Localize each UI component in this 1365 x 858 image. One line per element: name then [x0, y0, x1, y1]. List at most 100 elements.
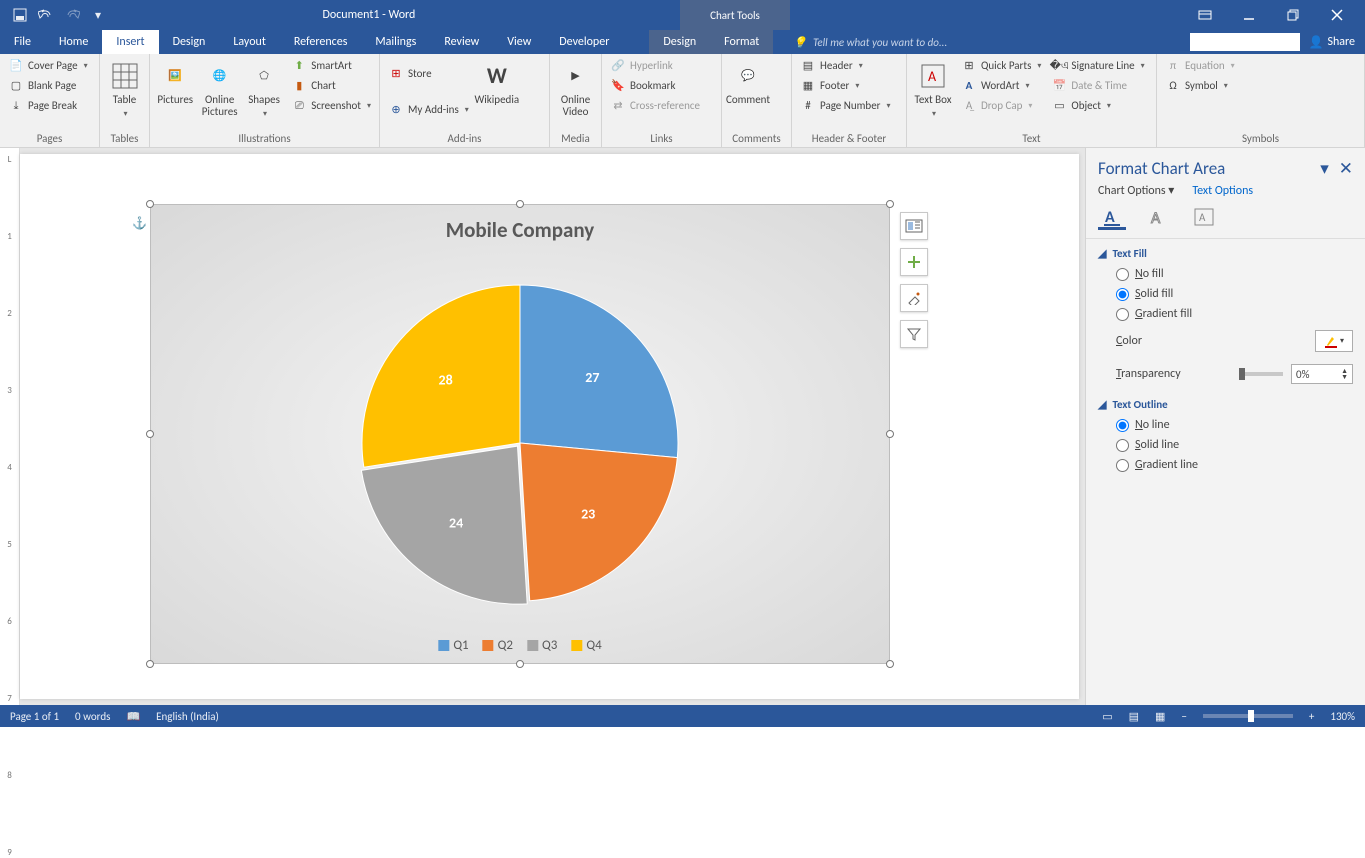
tab-chart-design[interactable]: Design	[649, 30, 710, 54]
symbol-button[interactable]: ΩSymbol	[1161, 76, 1239, 96]
radio-gradient-line[interactable]: Gradient line	[1086, 455, 1365, 475]
tab-chart-format[interactable]: Format	[710, 30, 773, 54]
chart-options-tab[interactable]: Chart Options ▾	[1098, 183, 1174, 198]
page-break-button[interactable]: ⤓Page Break	[4, 96, 92, 116]
tab-design[interactable]: Design	[159, 30, 220, 54]
status-language[interactable]: English (India)	[156, 710, 219, 723]
header-button[interactable]: ▤Header	[796, 56, 895, 76]
radio-gradient-fill[interactable]: Gradient fill	[1086, 304, 1365, 324]
resize-handle[interactable]	[516, 660, 524, 668]
resize-handle[interactable]	[886, 660, 894, 668]
store-button[interactable]: ⊞Store	[384, 64, 473, 84]
object-button[interactable]: ▭Object	[1047, 96, 1148, 116]
tab-references[interactable]: References	[280, 30, 362, 54]
radio-solid-line[interactable]: Solid line	[1086, 435, 1365, 455]
radio-solid-fill[interactable]: Solid fill	[1086, 284, 1365, 304]
resize-handle[interactable]	[886, 200, 894, 208]
qat-customize-icon[interactable]: ▾	[86, 3, 110, 27]
quick-parts-button[interactable]: ⊞Quick Parts	[957, 56, 1045, 76]
chart-elements-button[interactable]	[900, 248, 928, 276]
footer-button[interactable]: ▦Footer	[796, 76, 895, 96]
tab-view[interactable]: View	[493, 30, 545, 54]
tab-review[interactable]: Review	[430, 30, 493, 54]
pictures-button[interactable]: 🖼️Pictures	[154, 56, 196, 110]
signature-line-button[interactable]: �এSignature Line	[1047, 56, 1148, 76]
table-button[interactable]: Table	[104, 56, 145, 124]
chart-filters-button[interactable]	[900, 320, 928, 348]
text-box-button[interactable]: AText Box	[911, 56, 955, 124]
resize-handle[interactable]	[146, 200, 154, 208]
view-web-icon[interactable]: ▦	[1155, 710, 1165, 723]
document-area[interactable]: ⚓ Mobile Company 27232428 Q1Q2Q3Q4	[20, 154, 1079, 699]
page-number-button[interactable]: #Page Number	[796, 96, 895, 116]
zoom-in-button[interactable]: +	[1309, 710, 1314, 723]
cover-page-button[interactable]: 📄Cover Page	[4, 56, 92, 76]
minimize-icon[interactable]	[1229, 3, 1269, 27]
status-words[interactable]: 0 words	[75, 710, 110, 723]
resize-handle[interactable]	[516, 200, 524, 208]
resize-handle[interactable]	[146, 660, 154, 668]
resize-handle[interactable]	[146, 430, 154, 438]
screenshot-button[interactable]: ⎚Screenshot	[287, 96, 375, 116]
share-button[interactable]: 👤 Share	[1308, 35, 1355, 50]
undo-icon[interactable]	[34, 3, 58, 27]
tab-developer[interactable]: Developer	[545, 30, 623, 54]
shapes-button[interactable]: ⬠Shapes	[243, 56, 285, 124]
status-page[interactable]: Page 1 of 1	[10, 710, 59, 723]
radio-no-line[interactable]: No line	[1086, 415, 1365, 435]
bookmark-button[interactable]: 🔖Bookmark	[606, 76, 704, 96]
search-input[interactable]	[1190, 33, 1300, 51]
save-icon[interactable]	[8, 3, 32, 27]
wikipedia-button[interactable]: WWikipedia	[475, 56, 519, 110]
ribbon-options-icon[interactable]	[1185, 3, 1225, 27]
smartart-button[interactable]: ⬆SmartArt	[287, 56, 375, 76]
date-time-button[interactable]: 📅Date & Time	[1047, 76, 1148, 96]
my-addins-button[interactable]: ⊕My Add-ins	[384, 100, 473, 120]
blank-page-button[interactable]: ▢Blank Page	[4, 76, 92, 96]
chart-styles-button[interactable]	[900, 284, 928, 312]
tab-insert[interactable]: Insert	[102, 30, 158, 54]
comment-button[interactable]: 💬Comment	[726, 56, 770, 110]
status-spell-icon[interactable]: 📖	[126, 710, 140, 723]
tell-me-box[interactable]: 💡 Tell me what you want to do...	[793, 30, 1190, 54]
pane-dropdown-icon[interactable]: ▾	[1320, 158, 1329, 179]
transparency-slider[interactable]	[1239, 372, 1283, 376]
drop-cap-button[interactable]: A̲Drop Cap	[957, 96, 1045, 116]
redo-icon[interactable]	[60, 3, 84, 27]
transparency-spinner[interactable]: 0%▲▼	[1291, 364, 1353, 384]
online-video-button[interactable]: ▶Online Video	[554, 56, 597, 122]
section-text-fill[interactable]: ◢ Text Fill	[1086, 239, 1365, 264]
chart-area[interactable]: Mobile Company 27232428 Q1Q2Q3Q4	[150, 204, 890, 664]
pane-close-icon[interactable]: ✕	[1339, 158, 1353, 179]
text-fill-outline-icon[interactable]: A	[1098, 206, 1126, 230]
hyperlink-button[interactable]: 🔗Hyperlink	[606, 56, 704, 76]
radio-no-fill[interactable]: No fill	[1086, 264, 1365, 284]
chart-title[interactable]: Mobile Company	[151, 205, 889, 243]
pie-plot[interactable]: 27232428	[354, 277, 686, 609]
restore-icon[interactable]	[1273, 3, 1313, 27]
equation-button[interactable]: πEquation	[1161, 56, 1239, 76]
view-print-icon[interactable]: ▤	[1129, 710, 1139, 723]
chart-selection[interactable]: Mobile Company 27232428 Q1Q2Q3Q4	[150, 204, 890, 664]
ruler-vertical[interactable]: L123456789	[0, 148, 20, 705]
close-icon[interactable]	[1317, 3, 1357, 27]
zoom-level[interactable]: 130%	[1330, 710, 1355, 723]
tab-home[interactable]: Home	[45, 30, 102, 54]
cross-reference-button[interactable]: ⇄Cross-reference	[606, 96, 704, 116]
chart-legend[interactable]: Q1Q2Q3Q4	[438, 638, 601, 653]
zoom-slider[interactable]	[1203, 714, 1293, 718]
tab-mailings[interactable]: Mailings	[361, 30, 430, 54]
text-effects-icon[interactable]: A	[1144, 206, 1172, 230]
resize-handle[interactable]	[886, 430, 894, 438]
text-options-tab[interactable]: Text Options	[1192, 184, 1253, 198]
tab-layout[interactable]: Layout	[219, 30, 280, 54]
view-read-icon[interactable]: ▭	[1102, 710, 1112, 723]
online-pictures-button[interactable]: 🌐Online Pictures	[198, 56, 240, 122]
section-text-outline[interactable]: ◢ Text Outline	[1086, 390, 1365, 415]
chart-button[interactable]: ▮Chart	[287, 76, 375, 96]
tab-file[interactable]: File	[0, 30, 45, 54]
layout-options-button[interactable]	[900, 212, 928, 240]
color-picker-button[interactable]: ▾	[1315, 330, 1353, 352]
zoom-out-button[interactable]: −	[1181, 710, 1186, 723]
textbox-icon[interactable]: A	[1190, 206, 1218, 230]
